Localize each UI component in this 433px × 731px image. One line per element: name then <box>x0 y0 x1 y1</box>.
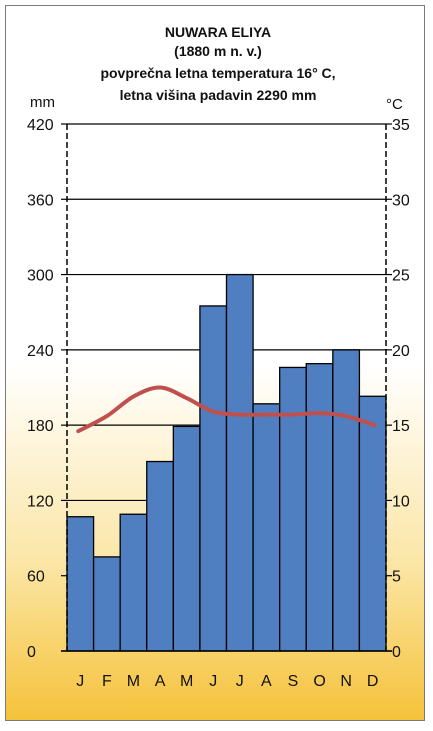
right-tick-label: 30 <box>392 192 410 209</box>
month-label: N <box>340 673 352 690</box>
precip-bar <box>199 305 228 652</box>
precip-bar <box>172 425 201 652</box>
month-label: J <box>76 673 84 690</box>
month-label: A <box>155 673 166 690</box>
right-tick-label: 0 <box>392 644 401 661</box>
right-tick-label: 20 <box>392 343 410 360</box>
left-tick-label: 360 <box>27 192 54 209</box>
left-tick-label: 180 <box>27 418 54 435</box>
right-tick-label: 15 <box>392 418 410 435</box>
temperature-line <box>76 385 377 434</box>
month-label: O <box>313 673 325 690</box>
precipitation-bars <box>66 273 387 652</box>
axes <box>61 123 392 652</box>
precip-bar <box>332 349 361 652</box>
left-tick-label: 0 <box>27 644 36 661</box>
month-label: A <box>261 673 272 690</box>
right-tick-label: 35 <box>392 117 410 134</box>
left-tick-label: 300 <box>27 268 54 285</box>
right-tick-label: 5 <box>392 569 401 586</box>
title-line-2: (1880 m n. v.) <box>174 43 262 59</box>
precip-bar <box>305 363 334 652</box>
right-tick-label: 10 <box>392 493 410 510</box>
month-label: M <box>127 673 140 690</box>
month-label: D <box>367 673 379 690</box>
left-tick-label: 60 <box>27 569 45 586</box>
precip-bar <box>225 273 254 652</box>
right-tick-label: 25 <box>392 268 410 285</box>
right-axis-unit: °C <box>386 96 403 113</box>
month-label: J <box>209 673 217 690</box>
precip-bar <box>146 460 174 652</box>
precip-bar <box>66 516 95 652</box>
left-tick-label: 120 <box>27 493 54 510</box>
month-label: F <box>102 673 112 690</box>
title-line-3: povprečna letna temperatura 16° C, <box>100 65 335 81</box>
precip-bar <box>119 513 148 652</box>
precip-bar <box>358 395 387 652</box>
title-line-4: letna višina padavin 2290 mm <box>120 87 317 103</box>
month-label: M <box>180 673 193 690</box>
left-tick-label: 420 <box>27 117 54 134</box>
title-line-1: NUWARA ELIYA <box>165 24 271 40</box>
left-axis-unit: mm <box>30 94 55 111</box>
chart-title: NUWARA ELIYA (1880 m n. v.) povprečna le… <box>100 24 335 103</box>
temperature-curve <box>76 385 377 434</box>
precip-bar <box>252 403 281 652</box>
month-label: J <box>236 673 244 690</box>
precip-bar <box>92 556 121 652</box>
month-label: S <box>288 673 299 690</box>
precip-bar <box>279 366 307 652</box>
left-tick-label: 240 <box>27 343 54 360</box>
